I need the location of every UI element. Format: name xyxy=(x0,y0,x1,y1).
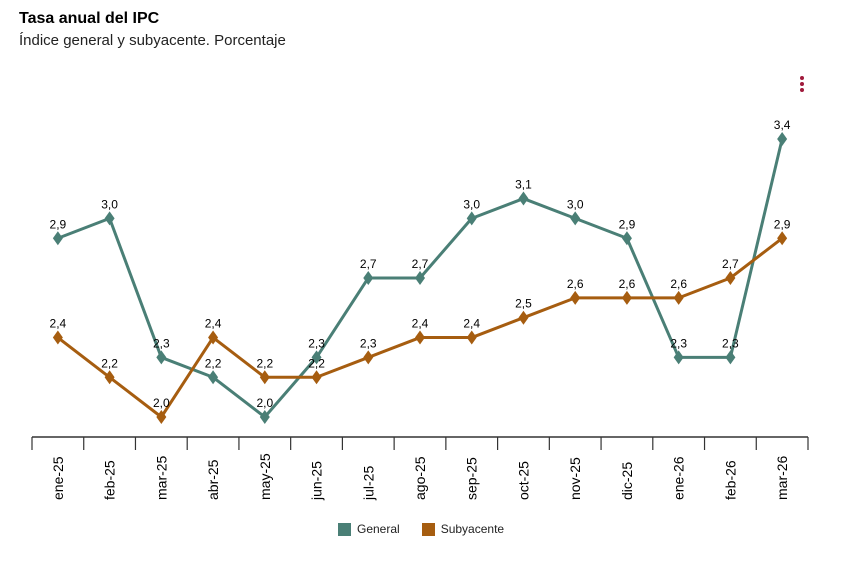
data-label: 3,0 xyxy=(567,197,584,211)
data-label: 2,0 xyxy=(256,396,273,410)
data-point xyxy=(156,410,167,424)
data-point xyxy=(518,310,529,325)
data-label: 2,2 xyxy=(308,356,325,370)
data-point xyxy=(208,330,219,345)
legend-item-subyacente[interactable]: Subyacente xyxy=(421,522,505,536)
x-tick-label: jun-25 xyxy=(309,461,325,501)
data-label: 2,6 xyxy=(619,277,636,291)
chart-subtitle: Índice general y subyacente. Porcentaje xyxy=(19,32,286,49)
data-point xyxy=(104,370,115,385)
data-label: 2,6 xyxy=(670,277,687,291)
data-label: 3,0 xyxy=(101,197,118,211)
data-point xyxy=(52,231,63,246)
data-label: 2,2 xyxy=(205,356,222,370)
data-label: 2,3 xyxy=(670,336,687,350)
data-point xyxy=(311,350,322,365)
data-label: 2,4 xyxy=(412,317,429,331)
data-point xyxy=(259,410,270,424)
x-tick-label: ene-25 xyxy=(50,456,66,500)
data-point xyxy=(104,211,115,226)
data-point xyxy=(518,191,529,206)
legend-label: General xyxy=(357,522,400,536)
vertical-dots-icon[interactable] xyxy=(797,76,807,94)
data-point xyxy=(570,211,581,226)
data-label: 2,6 xyxy=(567,277,584,291)
data-label: 2,7 xyxy=(360,257,377,271)
data-label: 2,3 xyxy=(722,336,739,350)
legend-label: Subyacente xyxy=(440,522,505,536)
data-label: 2,3 xyxy=(360,336,377,350)
data-label: 2,7 xyxy=(412,257,429,271)
data-point xyxy=(156,350,167,365)
data-point xyxy=(415,330,425,345)
data-point xyxy=(777,131,788,146)
data-point xyxy=(466,330,477,345)
data-label: 2,2 xyxy=(256,356,273,370)
data-label: 2,5 xyxy=(515,297,532,311)
x-tick-label: feb-25 xyxy=(102,460,118,500)
x-tick-label: feb-26 xyxy=(722,460,738,500)
data-label: 3,0 xyxy=(463,197,480,211)
data-label: 2,4 xyxy=(205,317,222,331)
data-point xyxy=(259,370,270,385)
data-point xyxy=(777,231,788,246)
x-tick-label: mar-26 xyxy=(774,455,790,500)
data-point xyxy=(621,290,632,305)
x-tick-label: abr-25 xyxy=(205,459,221,500)
data-point xyxy=(52,330,63,345)
data-label: 2,2 xyxy=(101,356,118,370)
legend-item-general[interactable]: General xyxy=(338,522,400,536)
data-point xyxy=(621,231,632,246)
x-tick-label: oct-25 xyxy=(515,461,531,500)
data-point xyxy=(725,350,736,365)
x-tick-label: may-25 xyxy=(257,453,273,500)
chart-title: Tasa anual del IPC xyxy=(19,10,160,27)
data-label: 2,9 xyxy=(619,217,636,231)
legend: General Subyacente xyxy=(338,522,504,536)
x-tick-label: ago-25 xyxy=(412,456,428,500)
data-point xyxy=(208,370,219,385)
data-label: 2,3 xyxy=(153,336,170,350)
data-label: 3,4 xyxy=(774,118,791,132)
x-tick-label: ene-26 xyxy=(671,456,687,500)
data-point xyxy=(570,290,581,305)
data-label: 3,1 xyxy=(515,178,532,192)
data-point xyxy=(673,350,684,365)
x-tick-label: sep-25 xyxy=(464,457,480,500)
data-label: 2,3 xyxy=(308,336,325,350)
data-label: 2,7 xyxy=(722,257,739,271)
data-point xyxy=(415,270,425,285)
legend-swatch-subyacente xyxy=(421,522,435,536)
data-point xyxy=(725,270,736,285)
x-tick-label: mar-25 xyxy=(153,455,169,500)
data-point xyxy=(673,290,684,305)
x-tick-label: nov-25 xyxy=(567,457,583,500)
data-point xyxy=(466,211,477,226)
x-tick-label: dic-25 xyxy=(619,462,635,500)
legend-swatch-general xyxy=(338,522,351,536)
data-point xyxy=(363,350,374,365)
data-label: 2,9 xyxy=(774,217,791,231)
x-tick-label: jul-25 xyxy=(360,466,376,501)
data-point xyxy=(363,270,374,285)
data-label: 2,0 xyxy=(153,396,170,410)
data-label: 2,9 xyxy=(50,217,67,231)
data-label: 2,4 xyxy=(50,317,67,331)
data-point xyxy=(311,370,322,385)
data-label: 2,4 xyxy=(463,317,480,331)
